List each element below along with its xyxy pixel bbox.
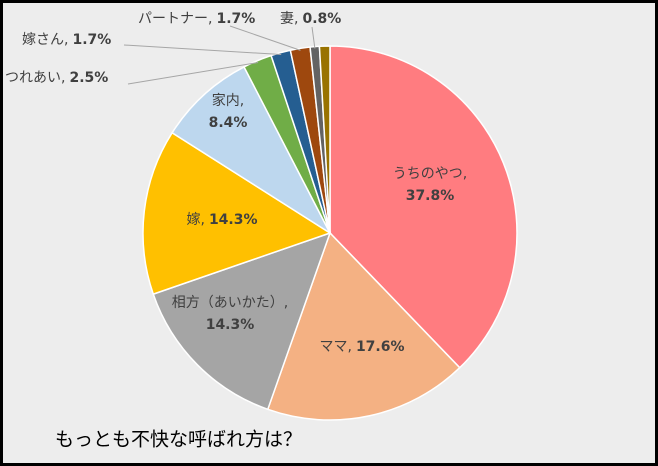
pie-slice [171, 65, 332, 236]
data-label: 嫁さん, 1.7% [22, 32, 111, 48]
label-category: 嫁 [186, 212, 200, 228]
label-category: 相方（あいかた） [172, 295, 284, 311]
pie-slice [329, 45, 518, 369]
data-label: 家内, 8.4% [209, 92, 248, 131]
label-separator: , [347, 339, 351, 355]
value-label: 17.6% [356, 339, 405, 355]
data-label: 妻, 0.8% [280, 11, 341, 27]
label-category: パートナー [138, 11, 208, 27]
pie-slice [318, 45, 331, 234]
value-label: 0.8% [302, 11, 341, 27]
value-label: 8.4% [209, 115, 248, 131]
label-separator: , [294, 11, 298, 27]
value-label: 37.8% [406, 188, 455, 204]
data-label: つれあい, 2.5% [5, 70, 108, 86]
label-separator: , [240, 93, 244, 109]
data-label: ママ, 17.6% [319, 339, 404, 355]
data-label: 嫁, 14.3% [186, 212, 257, 228]
value-label: 2.5% [69, 70, 108, 86]
leader-line [127, 62, 259, 85]
label-category: 妻 [280, 11, 294, 27]
chart-title: もっとも不快な呼ばれ方は？ [55, 429, 302, 451]
value-label: 14.3% [209, 212, 258, 228]
pie-slice [142, 131, 332, 296]
label-separator: , [208, 11, 212, 27]
data-label: うちのやつ, 37.8% [393, 166, 467, 204]
label-category: 家内 [212, 92, 240, 109]
label-separator: , [200, 212, 204, 228]
data-label: パートナー, 1.7% [138, 11, 255, 27]
pie-slice [266, 231, 461, 421]
leader-line [123, 44, 282, 56]
label-separator: , [64, 32, 68, 48]
label-separator: , [61, 70, 65, 86]
leader-line [311, 26, 316, 49]
value-label: 1.7% [72, 32, 111, 48]
leader-line [229, 25, 301, 51]
label-category: 嫁さん [22, 32, 64, 48]
data-label: 相方（あいかた）, 14.3% [172, 295, 288, 333]
pie-slice [152, 231, 332, 411]
label-separator: , [463, 166, 467, 182]
value-label: 1.7% [216, 11, 255, 27]
label-category: つれあい [5, 70, 61, 86]
label-separator: , [284, 295, 288, 311]
label-category: ママ [319, 339, 347, 355]
label-category: うちのやつ [393, 166, 463, 182]
value-label: 14.3% [206, 317, 255, 333]
